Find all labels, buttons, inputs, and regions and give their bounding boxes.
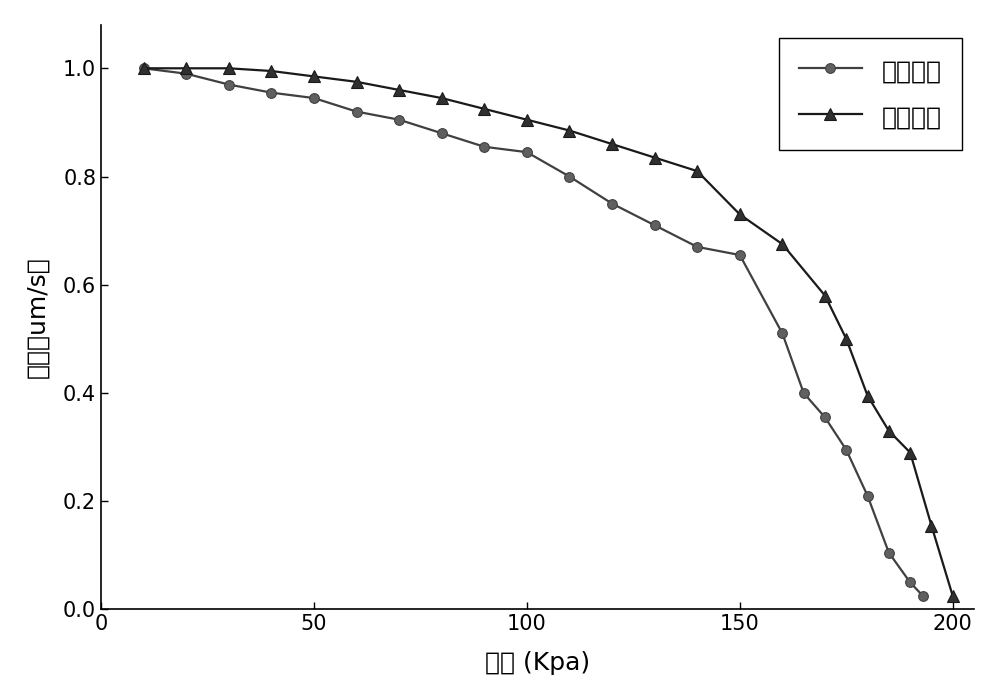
仿真结果 — [138, 64, 150, 73]
仿真结果 — [436, 129, 448, 137]
仿真结果 — [478, 143, 490, 151]
实验结果 — [351, 78, 363, 86]
实验结果 — [691, 167, 703, 175]
仿真结果 — [563, 172, 575, 181]
实验结果 — [925, 522, 937, 530]
仿真结果 — [862, 491, 874, 500]
实验结果 — [180, 64, 192, 73]
仿真结果 — [223, 80, 235, 89]
仿真结果 — [308, 94, 320, 102]
Line: 实验结果: 实验结果 — [138, 63, 958, 601]
实验结果 — [883, 427, 895, 435]
仿真结果 — [649, 221, 661, 230]
仿真结果 — [798, 389, 810, 397]
实验结果 — [606, 140, 618, 148]
实验结果 — [308, 72, 320, 80]
实验结果 — [649, 153, 661, 162]
仿真结果 — [883, 548, 895, 556]
实验结果 — [393, 85, 405, 94]
仿真结果 — [917, 592, 929, 600]
仿真结果 — [265, 88, 277, 97]
Y-axis label: 速度（um/s）: 速度（um/s） — [25, 256, 49, 378]
实验结果 — [265, 66, 277, 75]
仿真结果 — [180, 69, 192, 78]
实验结果 — [734, 210, 746, 218]
实验结果 — [776, 240, 788, 248]
实验结果 — [819, 291, 831, 300]
X-axis label: 应力 (Kpa): 应力 (Kpa) — [485, 651, 590, 675]
实验结果 — [478, 105, 490, 113]
仿真结果 — [393, 116, 405, 124]
仿真结果 — [734, 251, 746, 259]
仿真结果 — [606, 199, 618, 208]
实验结果 — [904, 448, 916, 456]
实验结果 — [521, 116, 533, 124]
仿真结果 — [904, 578, 916, 587]
仿真结果 — [840, 446, 852, 454]
实验结果 — [436, 94, 448, 102]
Legend: 仿真结果, 实验结果: 仿真结果, 实验结果 — [779, 38, 962, 150]
实验结果 — [947, 592, 959, 600]
Line: 仿真结果: 仿真结果 — [139, 64, 928, 601]
仿真结果 — [691, 243, 703, 251]
仿真结果 — [819, 413, 831, 421]
仿真结果 — [776, 329, 788, 337]
实验结果 — [840, 335, 852, 343]
实验结果 — [138, 64, 150, 73]
仿真结果 — [521, 148, 533, 156]
实验结果 — [563, 126, 575, 134]
仿真结果 — [351, 107, 363, 116]
实验结果 — [223, 64, 235, 73]
实验结果 — [862, 391, 874, 400]
